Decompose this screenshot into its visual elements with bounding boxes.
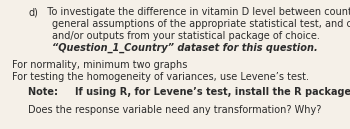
- Text: Note:: Note:: [28, 87, 65, 97]
- Text: “Question_1_Country” dataset for this question.: “Question_1_Country” dataset for this qu…: [52, 43, 318, 53]
- Text: For normality, minimum two graphs: For normality, minimum two graphs: [12, 61, 187, 71]
- Text: general assumptions of the appropriate statistical test, and check them using gr: general assumptions of the appropriate s…: [52, 19, 350, 29]
- Text: Does the response variable need any transformation? Why?: Does the response variable need any tran…: [28, 105, 321, 115]
- Text: To investigate the difference in vitamin D level between countries, write down t: To investigate the difference in vitamin…: [41, 7, 350, 17]
- Text: d): d): [28, 7, 38, 17]
- Text: For testing the homogeneity of variances, use Levene’s test.: For testing the homogeneity of variances…: [12, 71, 309, 82]
- Text: If using R, for Levene’s test, install the R package “car”.: If using R, for Levene’s test, install t…: [75, 87, 350, 97]
- Text: and/or outputs from your statistical package of choice.: and/or outputs from your statistical pac…: [52, 31, 323, 41]
